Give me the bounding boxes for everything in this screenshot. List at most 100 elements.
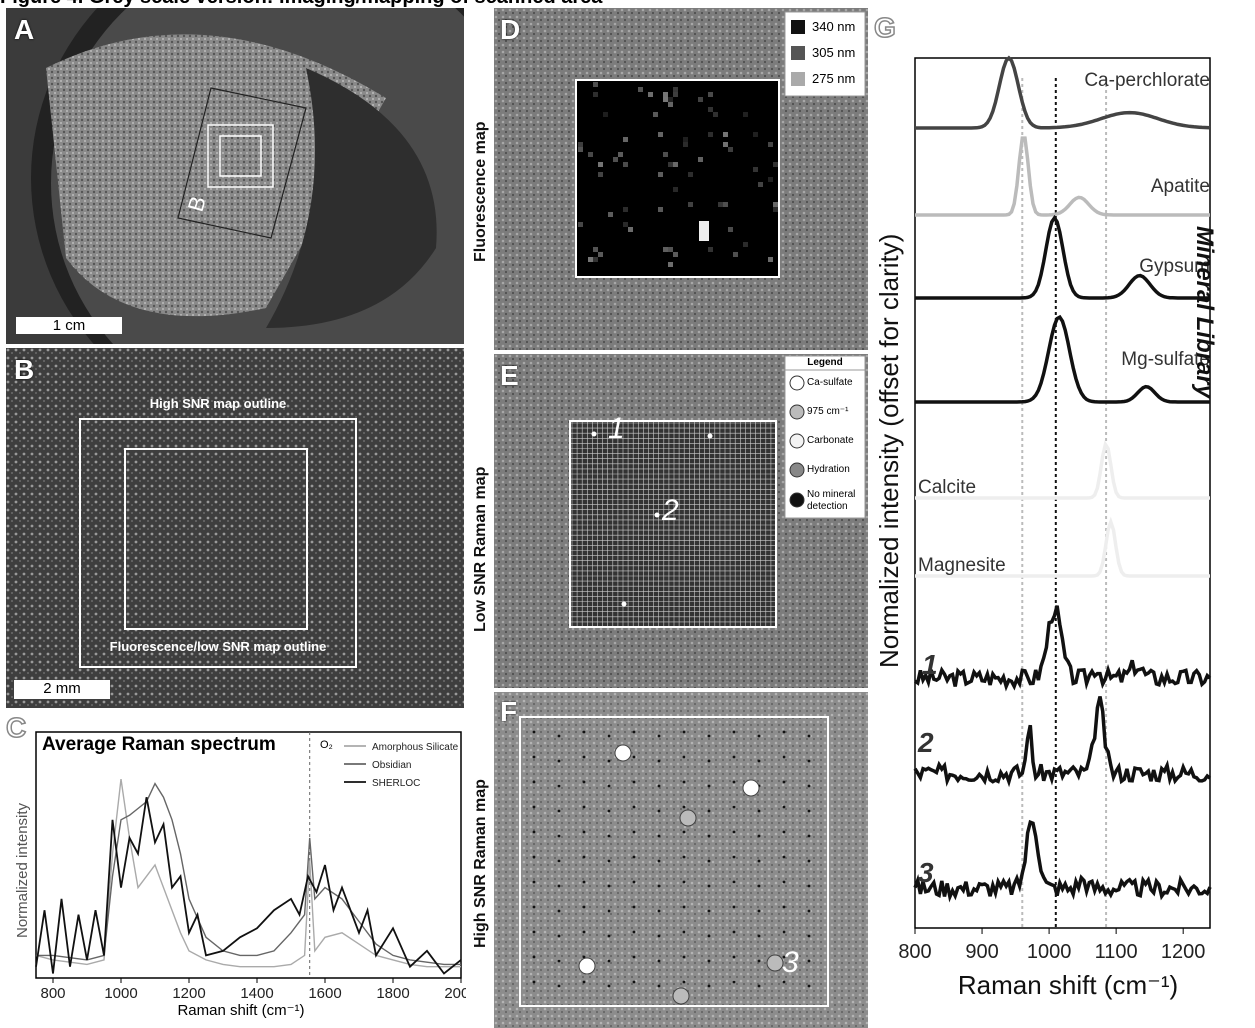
figure-title: Figure 4. Grey scale version: imaging/ma… [0,0,900,8]
fluorescence-pixel [578,147,583,152]
panel-c-xlabel: Raman shift (cm⁻¹) [177,1002,305,1019]
spectrum-line [913,819,1212,903]
fluorescence-pixel [673,187,678,192]
fluorescence-pixel [743,242,748,247]
map-point [682,755,686,759]
map-point [707,834,711,838]
fluorescence-pixel [668,262,673,267]
map-point [682,930,686,934]
map-point [557,734,561,738]
map-point [607,859,611,863]
spectrum-label: 1 [922,649,938,680]
panel-f-label: F [500,696,518,727]
fluorescence-pixel [708,132,713,137]
map-point [532,955,536,959]
map-point [682,805,686,809]
map-point [582,855,586,859]
fluorescence-pixel [773,202,778,207]
map-point [757,809,761,813]
map-point [582,755,586,759]
fluorescence-pixel [598,252,603,257]
fluorescence-pixel [673,162,678,167]
map-point [607,734,611,738]
spectrum-line [913,605,1212,692]
panel-e-label: E [500,360,519,391]
panel-a-label: A [14,14,35,45]
map-point [757,859,761,863]
point-2-label: 2 [662,494,679,527]
map-point [807,759,811,763]
fluorescence-pixel [578,142,583,147]
map-point [582,955,586,959]
map-point [657,759,661,763]
fluorescence-pixel [623,162,628,167]
map-point [607,959,611,963]
map-point [807,984,811,988]
x-tick-label: 2000 [444,985,466,1002]
panel-g-ylabel: Normalized intensity (offset for clarity… [874,233,904,668]
map-point [607,759,611,763]
map-point [732,930,736,934]
map-point [582,780,586,784]
point-3-label: 3 [782,946,799,979]
spectrum-line [915,214,1210,300]
map-point [632,905,636,909]
panel-g-xlabel: Raman shift (cm⁻¹) [957,970,1179,1000]
x-tick-label: 1400 [240,985,273,1002]
fluorescence-pixel [698,157,703,162]
fluorescence-pixel [663,247,668,252]
map-point [732,805,736,809]
fluorescence-pixel [673,92,678,97]
low-snr-outline-label: Fluorescence/low SNR map outline [109,639,327,654]
legend-label: SHERLOC [372,778,420,789]
fluorescence-pixel [593,257,598,262]
map-point [582,980,586,984]
map-point [732,780,736,784]
map-point [557,884,561,888]
fluorescence-pixel [593,82,598,87]
fluorescence-pixel [768,257,773,262]
map-point [632,880,636,884]
fluorescence-pixel [603,112,608,117]
map-point [807,834,811,838]
x-tick-label: 900 [965,941,998,963]
spectrum-line [915,55,1211,130]
legend-label: Obsidian [372,760,411,771]
map-point [557,784,561,788]
map-point [557,934,561,938]
fluorescence-pixel [673,252,678,257]
fluorescence-pixel [723,142,728,147]
plot-frame [35,731,462,979]
map-point [707,784,711,788]
spectrum-line [915,440,1210,500]
map-point [632,955,636,959]
map-point [607,934,611,938]
fluorescence-pixel [673,87,678,92]
map-point [657,734,661,738]
panel-g-chart: 800 900 1000 1100 1200 Ca-perchlorate Apatite G… [898,55,1212,963]
map-point [682,830,686,834]
fluorescence-pixel [663,97,668,102]
fluorescence-pixel [613,157,618,162]
fluorescence-pixel [698,97,703,102]
map-point [532,780,536,784]
map-point [557,959,561,963]
panel-b-image [6,348,464,708]
map-point [532,930,536,934]
ca-sulfate-point [707,433,713,439]
x-tick-label: 1600 [308,985,341,1002]
map-point [732,980,736,984]
map-point [532,755,536,759]
fluorescence-bright-spot [699,221,709,241]
map-point [682,855,686,859]
spectrum-line [913,696,1212,788]
map-point [782,830,786,834]
panel-e: E Legend Ca-sulfate 975 cm⁻¹ Carbonate H… [494,354,868,688]
map-point [582,730,586,734]
fluorescence-pixel [593,247,598,252]
map-point [632,780,636,784]
map-point [532,730,536,734]
map-point [557,909,561,913]
fluorescence-pixel [648,92,653,97]
o2-annotation: O₂ [320,739,333,751]
